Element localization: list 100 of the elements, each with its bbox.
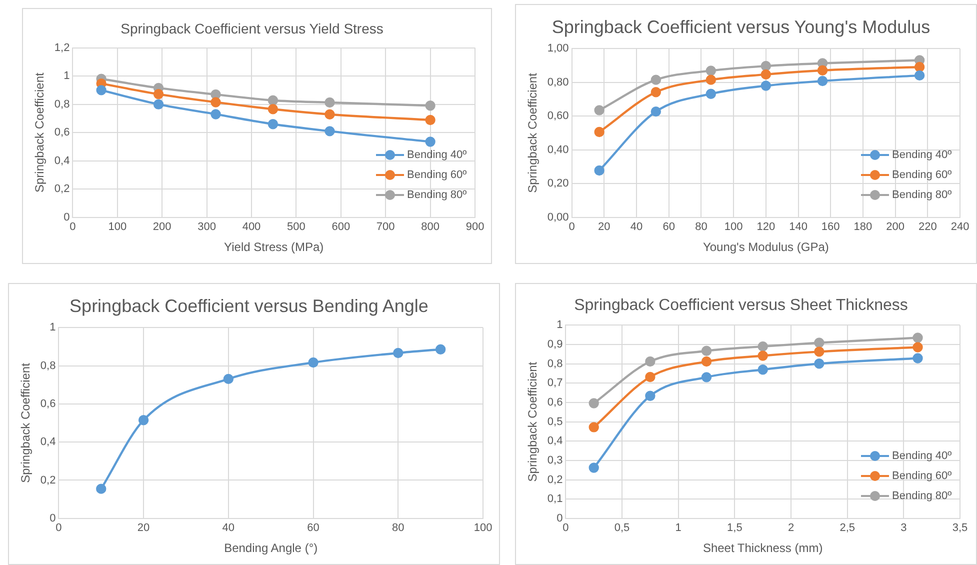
x-tick-label: 2 xyxy=(788,522,794,534)
point xyxy=(324,109,335,120)
chart-title: Springback Coefficient versus Sheet Thickness xyxy=(574,297,908,314)
legend-label: Bending 60º xyxy=(892,470,952,482)
point xyxy=(588,398,599,408)
y-axis-title: Springback Coefficient xyxy=(526,361,540,482)
x-tick-label: 600 xyxy=(332,221,350,234)
y-tick-label: 0,3 xyxy=(547,454,563,466)
point xyxy=(588,462,599,473)
y-tick-label: 0,4 xyxy=(54,154,70,167)
point xyxy=(758,350,768,361)
x-tick-label: 80 xyxy=(695,221,708,234)
point xyxy=(594,105,604,116)
x-tick-label: 180 xyxy=(854,221,872,234)
x-tick-label: 1 xyxy=(675,522,682,534)
legend-label: Bending 40º xyxy=(892,149,952,162)
point xyxy=(914,70,925,81)
point xyxy=(645,372,656,382)
point xyxy=(425,114,436,126)
legend-label: Bending 80º xyxy=(892,490,952,502)
point xyxy=(435,344,446,354)
point xyxy=(706,66,716,76)
x-tick-label: 400 xyxy=(242,221,261,234)
legend-label: Bending 80º xyxy=(892,189,952,202)
chart-title: Springback Coefficient versus Young's Modulus xyxy=(552,16,930,37)
point xyxy=(706,88,716,99)
point xyxy=(268,119,278,130)
point xyxy=(760,80,772,91)
y-tick-label: 1,2 xyxy=(54,42,70,54)
y-tick-label: 0 xyxy=(556,512,563,524)
x-tick-label: 1,5 xyxy=(727,522,742,534)
y-tick-label: 0,20 xyxy=(547,178,569,190)
x-tick-label: 20 xyxy=(598,221,610,234)
x-tick-label: 200 xyxy=(152,221,172,234)
point xyxy=(153,89,164,100)
point xyxy=(814,358,824,369)
x-tick-label: 40 xyxy=(222,522,235,534)
point xyxy=(758,364,768,375)
point xyxy=(96,85,106,96)
x-tick-label: 20 xyxy=(137,522,150,534)
point xyxy=(706,74,716,85)
point xyxy=(645,356,656,367)
point xyxy=(425,136,436,147)
x-tick-label: 120 xyxy=(756,221,776,234)
point xyxy=(268,95,278,106)
y-tick-label: 0,60 xyxy=(547,110,569,122)
y-tick-label: 0,5 xyxy=(547,416,563,428)
y-tick-label: 0,80 xyxy=(547,76,569,88)
y-tick-label: 1 xyxy=(556,319,563,332)
x-axis-title: Young's Modulus (GPa) xyxy=(702,240,829,254)
y-tick-label: 0,2 xyxy=(40,474,56,486)
y-axis-title: Springback Coefficient xyxy=(18,362,33,483)
point xyxy=(914,62,925,72)
x-axis-title: Yield Stress (MPa) xyxy=(224,240,324,254)
point xyxy=(912,353,923,364)
point xyxy=(701,356,712,367)
x-tick-label: 240 xyxy=(950,221,970,234)
point xyxy=(223,374,234,384)
point xyxy=(645,390,656,402)
x-tick-label: 100 xyxy=(108,221,127,234)
point xyxy=(210,89,221,100)
point xyxy=(268,104,278,114)
x-tick-label: 200 xyxy=(886,221,904,234)
x-tick-label: 800 xyxy=(421,221,440,234)
x-tick-label: 100 xyxy=(724,221,743,234)
x-tick-label: 60 xyxy=(307,522,320,534)
y-tick-label: 0,2 xyxy=(54,183,70,196)
x-tick-label: 160 xyxy=(821,221,840,234)
point xyxy=(324,97,335,108)
x-tick-label: 900 xyxy=(466,221,484,234)
point xyxy=(760,60,772,72)
point xyxy=(650,106,662,117)
point xyxy=(701,372,712,382)
point xyxy=(138,415,149,426)
point xyxy=(588,422,599,432)
point xyxy=(701,346,712,356)
legend-label: Bending 60º xyxy=(407,169,467,182)
point xyxy=(210,109,221,120)
y-tick-label: 0,00 xyxy=(547,211,569,224)
x-tick-label: 300 xyxy=(198,221,216,234)
x-tick-label: 0,5 xyxy=(614,522,630,534)
point xyxy=(650,87,662,98)
point xyxy=(814,346,824,357)
x-axis-title: Sheet Thickness (mm) xyxy=(702,541,823,556)
point xyxy=(96,484,106,494)
legend-label: Bending 40º xyxy=(407,149,467,162)
point xyxy=(817,76,828,86)
x-tick-label: 2,5 xyxy=(840,522,855,534)
y-tick-label: 0,9 xyxy=(547,338,563,351)
y-axis-title: Springback Coefficient xyxy=(32,72,47,193)
y-tick-label: 0,8 xyxy=(40,360,56,372)
y-tick-label: 0,7 xyxy=(547,377,563,390)
x-axis-title: Bending Angle (°) xyxy=(224,541,318,556)
y-tick-label: 0,6 xyxy=(54,126,70,139)
y-tick-label: 0,6 xyxy=(547,396,563,409)
y-tick-label: 1,00 xyxy=(547,42,569,55)
y-tick-label: 0,2 xyxy=(547,474,563,486)
y-axis-title: Springback Coefficient xyxy=(526,72,540,193)
point xyxy=(594,165,604,176)
chart-title: Springback Coefficient versus Yield Stress xyxy=(120,20,384,36)
